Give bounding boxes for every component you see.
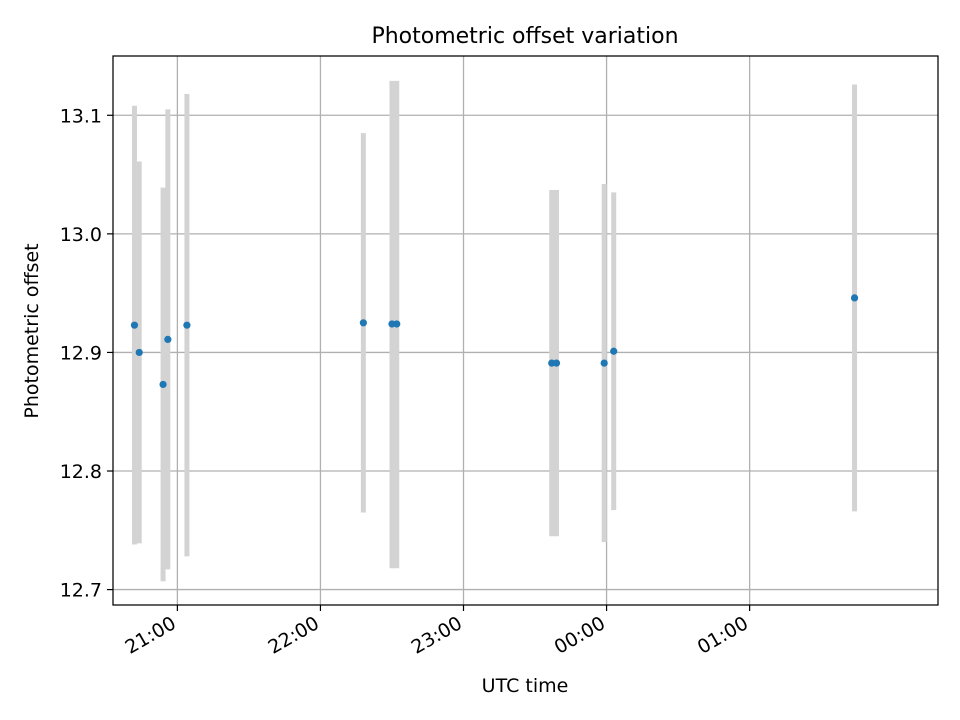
y-tick-label: 12.9 (60, 342, 102, 364)
data-point (393, 320, 401, 328)
x-tick-label: 01:00 (694, 612, 752, 658)
grid-layer (113, 56, 938, 605)
y-tick-label: 12.7 (60, 580, 102, 602)
y-axis: 12.7 12.8 12.9 13.0 13.1 (60, 105, 113, 602)
x-tick-label: 00:00 (551, 612, 609, 658)
data-point (130, 321, 139, 329)
data-point (135, 348, 143, 357)
data-point (164, 335, 172, 343)
data-point (610, 347, 618, 355)
x-axis: 21:00 22:00 23:00 00:00 01:00 (121, 605, 752, 659)
chart-title: Photometric offset variation (371, 24, 678, 49)
errorbar-layer (131, 80, 858, 582)
x-tick-label: 21:00 (121, 612, 179, 658)
data-point (183, 321, 191, 329)
y-axis-label: Photometric offset (21, 243, 43, 418)
x-tick-label: 23:00 (408, 612, 466, 658)
data-point (600, 359, 608, 367)
point-layer (130, 294, 859, 389)
y-tick-label: 13.1 (60, 105, 102, 127)
plot-frame (112, 55, 939, 606)
data-point (552, 359, 561, 367)
y-tick-label: 13.0 (60, 224, 102, 246)
data-point (359, 319, 367, 327)
x-tick-label: 22:00 (265, 612, 323, 658)
data-point (159, 380, 167, 389)
data-point (850, 294, 859, 302)
y-tick-label: 12.8 (60, 461, 102, 483)
x-axis-label: UTC time (482, 675, 569, 697)
